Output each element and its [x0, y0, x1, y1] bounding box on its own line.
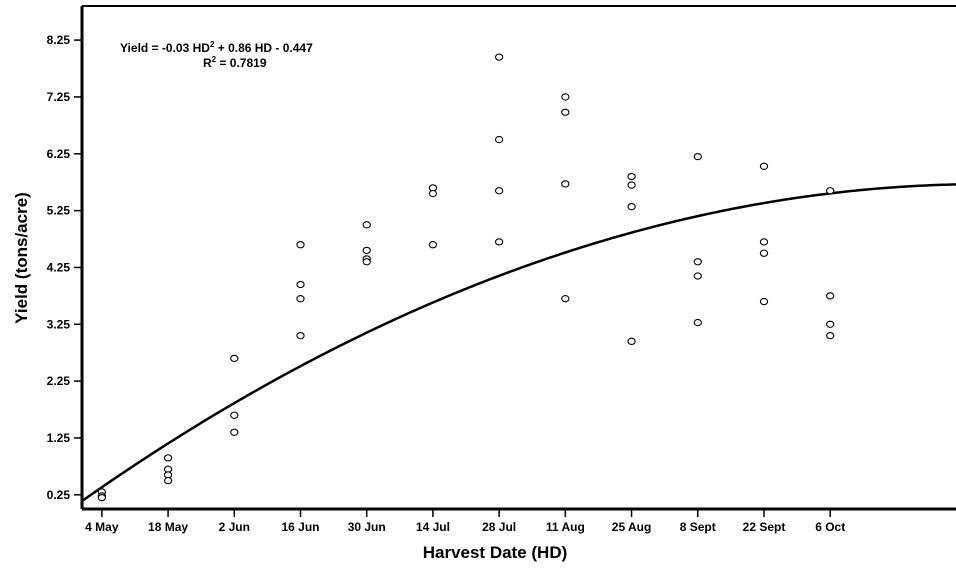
data-point [494, 238, 504, 246]
x-ticks: 4 May 18 May 2 Jun 16 Jun 30 Jun 14 Jul 28 Jul… [85, 509, 845, 534]
data-points-layer [97, 53, 835, 502]
data-point [163, 454, 173, 462]
x-tick-label: 6 Oct [815, 520, 845, 534]
equation-prefix: Yield = -0.03 HD [120, 41, 210, 55]
r-squared-suffix: = 0.7819 [216, 56, 267, 70]
x-tick-label: 30 Jun [348, 520, 386, 534]
data-point [230, 411, 239, 419]
y-tick-label: 4.25 [47, 260, 71, 274]
y-tick-label: 5.25 [47, 204, 71, 218]
equation-suffix: + 0.86 HD - 0.447 [214, 41, 313, 55]
equation-label: Yield = -0.03 HD2 + 0.86 HD - 0.447 [120, 40, 313, 55]
data-point [494, 187, 504, 195]
x-tick-label: 22 Sept [743, 520, 786, 534]
data-point [826, 292, 835, 300]
fit-curve [81, 183, 956, 503]
data-point [97, 493, 107, 502]
data-point [561, 180, 570, 188]
data-point [693, 258, 702, 266]
data-point [627, 202, 636, 211]
data-point [362, 246, 371, 255]
data-point [163, 476, 173, 485]
y-tick-label: 6.25 [47, 147, 71, 161]
x-tick-label: 14 Jul [416, 520, 450, 534]
x-tick-label: 2 Jun [219, 520, 250, 534]
x-tick-label: 4 May [85, 520, 119, 534]
data-point [296, 331, 305, 340]
fit-curve-layer [81, 183, 956, 503]
data-point [561, 93, 570, 101]
x-tick-label: 25 Aug [612, 520, 652, 534]
data-point [627, 172, 636, 181]
data-point [494, 53, 504, 61]
data-point [494, 135, 504, 144]
y-tick-label: 7.25 [47, 90, 71, 104]
data-point [826, 320, 835, 328]
x-tick-label: 11 Aug [546, 520, 585, 534]
data-point [296, 295, 305, 303]
data-point [561, 295, 570, 303]
data-point [759, 238, 769, 246]
data-point [296, 280, 305, 289]
data-point [693, 318, 702, 327]
data-point [296, 241, 305, 249]
data-point [826, 331, 835, 340]
data-point [561, 108, 570, 116]
data-point [627, 337, 636, 345]
x-tick-label: 16 Jun [281, 520, 319, 534]
data-point [826, 187, 835, 195]
data-point [759, 297, 769, 306]
data-point [230, 354, 239, 363]
data-point [362, 221, 371, 229]
y-tick-label: 2.25 [47, 374, 71, 388]
x-axis-title: Harvest Date (HD) [423, 543, 568, 562]
y-tick-label: 1.25 [47, 431, 71, 445]
y-axis-title: Yield (tons/acre) [12, 192, 31, 324]
x-tick-label: 28 Jul [482, 520, 516, 534]
r-squared-prefix: R [203, 56, 212, 70]
data-point [428, 189, 438, 198]
equation-superscript: 2 [210, 40, 215, 49]
data-point [627, 181, 636, 189]
x-tick-label: 8 Sept [680, 520, 716, 534]
data-point [693, 272, 702, 280]
axes [80, 5, 956, 511]
y-tick-label: 8.25 [47, 33, 71, 47]
x-tick-label: 18 May [148, 520, 188, 534]
r-squared-label: R2 = 0.7819 [203, 55, 267, 70]
data-point [230, 428, 239, 436]
data-point [362, 258, 371, 266]
data-point [759, 162, 769, 170]
data-point [428, 241, 438, 249]
r-squared-superscript: 2 [212, 55, 217, 64]
data-point [759, 249, 769, 257]
y-ticks: 0.25 1.25 2.25 3.25 4.25 5.25 6.25 7.25 8.25 [47, 33, 82, 502]
y-tick-label: 0.25 [47, 488, 71, 502]
data-point [693, 152, 702, 161]
y-tick-label: 3.25 [47, 317, 71, 331]
